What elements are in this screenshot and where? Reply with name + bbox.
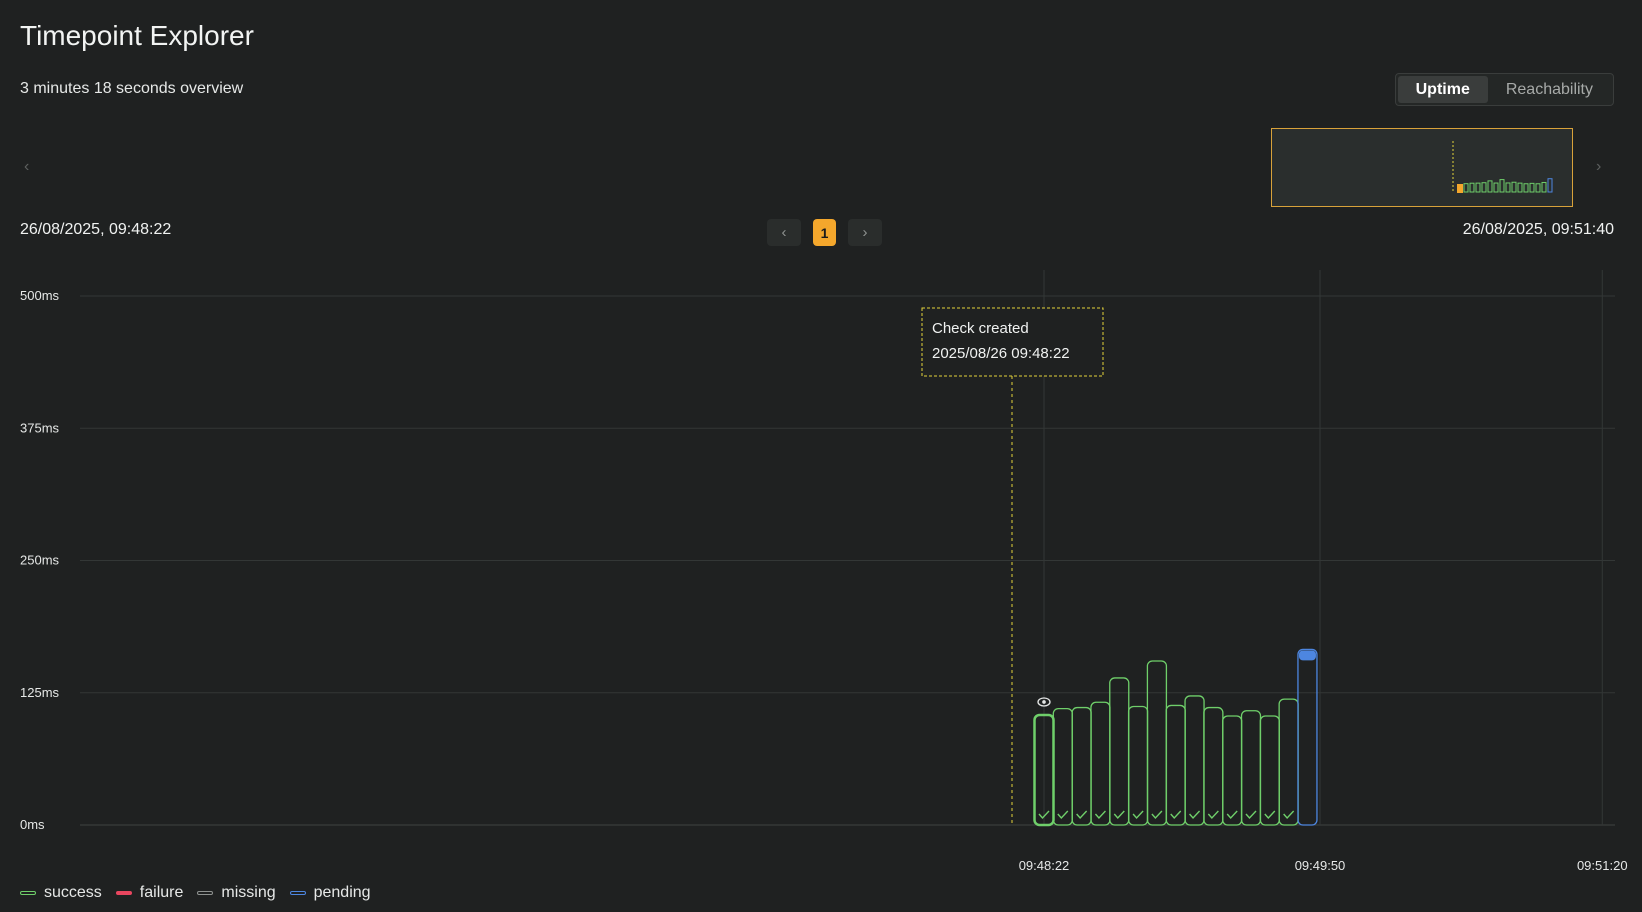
check-icon [1094, 810, 1106, 820]
chevron-left-icon: ‹ [781, 224, 787, 241]
minimap-bar [1475, 182, 1481, 193]
minimap-bar [1499, 179, 1505, 193]
timeline-minimap[interactable] [1271, 128, 1573, 207]
legend-item-missing[interactable]: missing [197, 884, 276, 902]
minimap-bar [1523, 183, 1529, 193]
minimap-bar [1541, 181, 1547, 193]
range-start-date: 26/08/2025, 09:48:22 [20, 221, 172, 238]
minimap-bar [1463, 183, 1469, 193]
minimap-bar [1487, 180, 1493, 193]
minimap-prev-icon[interactable]: ‹ [24, 158, 30, 175]
missing-swatch [197, 891, 214, 895]
timepoint-bar-success[interactable] [1259, 715, 1280, 826]
y-tick-label: 500ms [20, 288, 60, 303]
legend-item-failure[interactable]: failure [115, 884, 184, 902]
check-icon [1189, 810, 1201, 820]
legend-item-pending[interactable]: pending [289, 884, 371, 902]
y-tick-label: 250ms [20, 553, 60, 568]
minimap-bars [1452, 141, 1553, 193]
chart-legend: success failure missing pending [20, 884, 371, 902]
minimap-bar [1547, 178, 1553, 193]
timepoint-bar-success[interactable] [1165, 704, 1186, 826]
check-icon [1283, 810, 1295, 820]
timepoint-bar-success[interactable] [1052, 707, 1073, 826]
next-page-button[interactable]: › [848, 219, 882, 246]
page-title: Timepoint Explorer [20, 20, 254, 51]
check-icon [1207, 810, 1219, 820]
timepoint-bar-success[interactable] [1090, 701, 1111, 826]
timepoint-bar-success[interactable] [1240, 710, 1262, 826]
check-icon [1113, 810, 1125, 820]
check-icon [1264, 810, 1276, 820]
minimap-bar [1529, 182, 1535, 193]
legend-label: failure [139, 884, 184, 901]
x-tick-label: 09:51:20 [1577, 858, 1628, 873]
response-time-chart: 500ms 375ms 250ms 125ms 0ms 09:48:22 09:49:50… [20, 270, 1628, 873]
failure-swatch [115, 891, 132, 895]
y-tick-label: 0ms [20, 817, 45, 832]
pending-swatch [289, 891, 306, 895]
minimap-next-icon[interactable]: › [1596, 158, 1602, 175]
chevron-right-icon: › [862, 224, 868, 241]
legend-item-success[interactable]: success [20, 884, 102, 902]
view-toggle: Uptime Reachability [1394, 73, 1614, 106]
check-icon [1038, 810, 1050, 820]
timepoint-bar-success[interactable] [1109, 677, 1130, 826]
success-swatch [20, 891, 36, 895]
reachability-tab[interactable]: Reachability [1505, 81, 1593, 98]
legend-label: success [44, 884, 102, 901]
check-icon [1245, 810, 1257, 820]
check-icon [1132, 810, 1144, 820]
annotation-box [921, 307, 1104, 377]
range-end-date: 26/08/2025, 09:51:40 [1462, 221, 1614, 238]
pagination: ‹ 1 › [767, 219, 882, 246]
x-tick-label: 09:48:22 [1019, 858, 1070, 873]
minimap-bar [1517, 182, 1523, 193]
minimap-bar [1469, 182, 1475, 193]
check-icon [1076, 810, 1088, 820]
y-tick-label: 375ms [20, 420, 60, 435]
annotation-label: Check created [932, 320, 1029, 337]
annotation-time: 2025/08/26 09:48:22 [932, 345, 1070, 362]
x-tick-label: 09:49:50 [1295, 858, 1346, 873]
timepoint-bar-success[interactable] [1203, 706, 1224, 826]
minimap-bar [1535, 183, 1541, 193]
legend-label: pending [313, 884, 371, 901]
timepoint-bar-success[interactable] [1127, 705, 1149, 826]
timepoint-bar-success[interactable] [1146, 660, 1168, 826]
timepoint-bar-success[interactable] [1071, 706, 1092, 826]
minimap-bar [1511, 181, 1517, 193]
check-icon [1170, 810, 1182, 820]
minimap-bar [1505, 182, 1511, 193]
check-icon [1151, 810, 1163, 820]
minimap-bar [1481, 182, 1487, 193]
eye-icon [1037, 697, 1051, 707]
check-icon [1057, 810, 1069, 820]
timepoint-bar-pending[interactable] [1297, 648, 1318, 826]
minimap-bar [1493, 182, 1499, 193]
timepoint-bar-success[interactable] [1184, 695, 1205, 826]
uptime-tab[interactable]: Uptime [1397, 76, 1488, 103]
prev-page-button[interactable]: ‹ [767, 219, 801, 246]
overview-subtitle: 3 minutes 18 seconds overview [20, 80, 244, 97]
legend-label: missing [221, 884, 276, 901]
timepoint-bar-success[interactable] [1278, 698, 1299, 826]
check-icon [1226, 810, 1238, 820]
page-number-button[interactable]: 1 [813, 219, 836, 246]
timepoint-bar-success[interactable] [1222, 715, 1243, 826]
y-tick-label: 125ms [20, 685, 60, 700]
